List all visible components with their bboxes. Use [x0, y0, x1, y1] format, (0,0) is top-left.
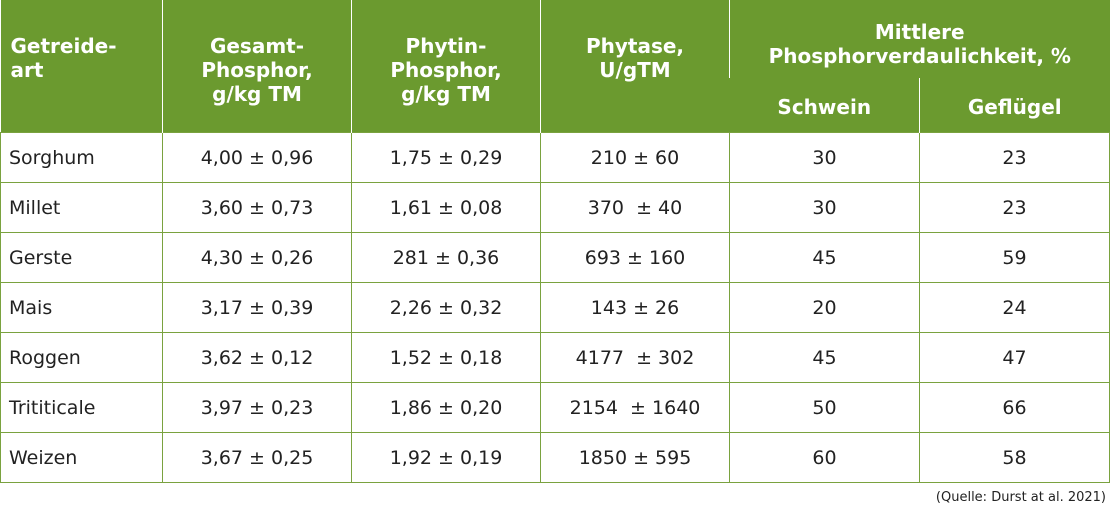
table-cell: 1850 ± 595 [540, 432, 730, 483]
header-cell: Getreide- art [0, 0, 163, 133]
table-cell: 3,67 ± 0,25 [162, 432, 352, 483]
table-cell: 3,62 ± 0,12 [162, 332, 352, 383]
table-cell: 2154 ± 1640 [540, 382, 730, 433]
header-cell: Phytin- Phosphor, g/kg TM [351, 0, 541, 133]
header-cell: Schwein [729, 78, 920, 133]
table-cell: 4177 ± 302 [540, 332, 730, 383]
row-label: Trititicale [0, 382, 163, 433]
table-cell: 1,75 ± 0,29 [351, 132, 541, 183]
table-cell: 23 [919, 132, 1110, 183]
table-row: Weizen 3,67 ± 0,25 1,92 ± 0,19 1850 ± 595 60… [0, 432, 1110, 483]
table-cell: 50 [729, 382, 920, 433]
table-row: Millet 3,60 ± 0,73 1,61 ± 0,08 370 ± 40 30 23 [0, 182, 1110, 233]
row-label: Roggen [0, 332, 163, 383]
table-cell: 4,30 ± 0,26 [162, 232, 352, 283]
table-cell: 1,61 ± 0,08 [351, 182, 541, 233]
table-cell: 210 ± 60 [540, 132, 730, 183]
table-cell: 143 ± 26 [540, 282, 730, 333]
table-cell: 3,17 ± 0,39 [162, 282, 352, 333]
table-row: Sorghum 4,00 ± 0,96 1,75 ± 0,29 210 ± 60 30 2… [0, 132, 1110, 183]
table-body: Sorghum 4,00 ± 0,96 1,75 ± 0,29 210 ± 60 30 2… [0, 132, 1110, 483]
header-group: Mittlere Phosphorverdaulichkeit, % [729, 0, 1110, 78]
table-cell: 30 [729, 182, 920, 233]
table-row: Gerste 4,30 ± 0,26 281 ± 0,36 693 ± 160 45 59 [0, 232, 1110, 283]
table-cell: 59 [919, 232, 1110, 283]
header-cell: Phytase, U/gTM [540, 0, 730, 133]
table-cell: 30 [729, 132, 920, 183]
table-cell: 20 [729, 282, 920, 333]
table-cell: 45 [729, 332, 920, 383]
header-cell: Geflügel [919, 78, 1110, 133]
table-cell: 60 [729, 432, 920, 483]
table-cell: 47 [919, 332, 1110, 383]
table-cell: 24 [919, 282, 1110, 333]
table-cell: 66 [919, 382, 1110, 433]
table-cell: 4,00 ± 0,96 [162, 132, 352, 183]
table-cell: 3,60 ± 0,73 [162, 182, 352, 233]
table-cell: 23 [919, 182, 1110, 233]
source-note: (Quelle: Durst at al. 2021) [935, 490, 1106, 505]
table-cell: 693 ± 160 [540, 232, 730, 283]
table-row: Mais 3,17 ± 0,39 2,26 ± 0,32 143 ± 26 20 24 [0, 282, 1110, 333]
table-cell: 3,97 ± 0,23 [162, 382, 352, 433]
row-label: Sorghum [0, 132, 163, 183]
table-cell: 1,52 ± 0,18 [351, 332, 541, 383]
table-cell: 2,26 ± 0,32 [351, 282, 541, 333]
row-label: Mais [0, 282, 163, 333]
table-cell: 1,86 ± 0,20 [351, 382, 541, 433]
header-cell: Gesamt- Phosphor, g/kg TM [162, 0, 352, 133]
row-label: Weizen [0, 432, 163, 483]
table-cell: 1,92 ± 0,19 [351, 432, 541, 483]
table-cell: 58 [919, 432, 1110, 483]
table-cell: 45 [729, 232, 920, 283]
table-cell: 281 ± 0,36 [351, 232, 541, 283]
data-table: Getreide- art Gesamt- Phosphor, g/kg TM … [0, 0, 1110, 483]
table-row: Trititicale 3,97 ± 0,23 1,86 ± 0,20 2154 ± … [0, 382, 1110, 433]
table-row: Roggen 3,62 ± 0,12 1,52 ± 0,18 4177 ± 302 45… [0, 332, 1110, 383]
row-label: Gerste [0, 232, 163, 283]
row-label: Millet [0, 182, 163, 233]
table-cell: 370 ± 40 [540, 182, 730, 233]
